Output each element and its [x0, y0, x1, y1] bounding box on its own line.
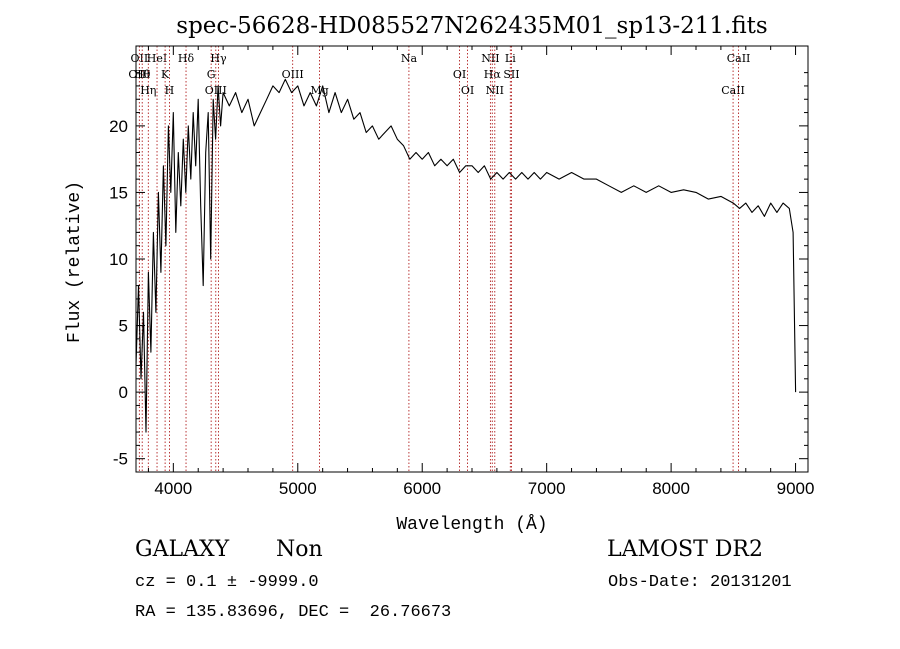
- plot-frame: [135, 45, 809, 473]
- x-tick-label: 6000: [403, 479, 441, 498]
- x-tick-label: 8000: [652, 479, 690, 498]
- line-marker-label: Hθ: [134, 68, 151, 81]
- line-marker-label: OIII: [282, 68, 304, 81]
- survey-name: LAMOST DR2: [607, 537, 763, 562]
- coordinates: RA = 135.83696, DEC = 26.76673: [135, 603, 452, 622]
- line-marker-label: OIII: [205, 84, 227, 97]
- line-marker-label: OII: [131, 52, 149, 65]
- y-tick-label: 5: [119, 317, 128, 336]
- y-ticks: -5 0 5 10 15 20: [109, 72, 808, 469]
- line-marker-label: Na: [401, 52, 418, 65]
- x-tick-label: 4000: [154, 479, 192, 498]
- line-marker-label: HeI: [147, 52, 167, 65]
- y-axis-label: Flux (relative): [65, 181, 85, 343]
- y-tick-label: 15: [109, 183, 128, 202]
- axes: [135, 45, 809, 473]
- x-tick-label: 7000: [528, 479, 566, 498]
- line-marker-label: K: [161, 68, 170, 81]
- y-tick-label: -5: [113, 450, 128, 469]
- line-marker-label: CaII: [721, 84, 745, 97]
- emission-line-markers: OIIOIIIHθHηHeIKHHδGOIIIHγOIIIMgNaOIOINII…: [128, 46, 750, 472]
- y-tick-label: 10: [109, 250, 128, 269]
- line-marker-label: H: [165, 84, 175, 97]
- line-marker-label: Li: [505, 52, 516, 65]
- object-subclass: Non: [276, 537, 323, 562]
- observation-date: Obs-Date: 20131201: [608, 573, 792, 592]
- spectrum-line: [135, 78, 797, 433]
- line-marker-label: NII: [486, 84, 504, 97]
- line-marker-label: SII: [503, 68, 519, 81]
- redshift-value: cz = 0.1 ± -9999.0: [135, 573, 319, 592]
- y-tick-label: 0: [119, 383, 128, 402]
- line-marker-label: Hα: [484, 68, 502, 81]
- line-marker-label: CaII: [727, 52, 751, 65]
- x-tick-label: 9000: [777, 479, 815, 498]
- line-marker-label: OI: [453, 68, 466, 81]
- line-marker-label: G: [207, 68, 216, 81]
- line-marker-label: Hγ: [210, 52, 227, 65]
- x-axis-label: Wavelength (Å): [396, 514, 547, 535]
- chart-title: spec-56628-HD085527N262435M01_sp13-211.f…: [176, 13, 767, 39]
- spectrum-series: [135, 78, 797, 433]
- x-ticks: 4000 5000 6000 7000 8000 9000: [147, 46, 815, 498]
- y-tick-label: 20: [109, 117, 128, 136]
- object-class: GALAXY: [135, 537, 230, 562]
- x-tick-label: 5000: [279, 479, 317, 498]
- line-marker-label: Hη: [140, 84, 156, 97]
- line-marker-label: OI: [461, 84, 474, 97]
- line-marker-label: Hδ: [178, 52, 195, 65]
- line-marker-label: NII: [481, 52, 499, 65]
- line-marker-label: OIII: [128, 68, 150, 81]
